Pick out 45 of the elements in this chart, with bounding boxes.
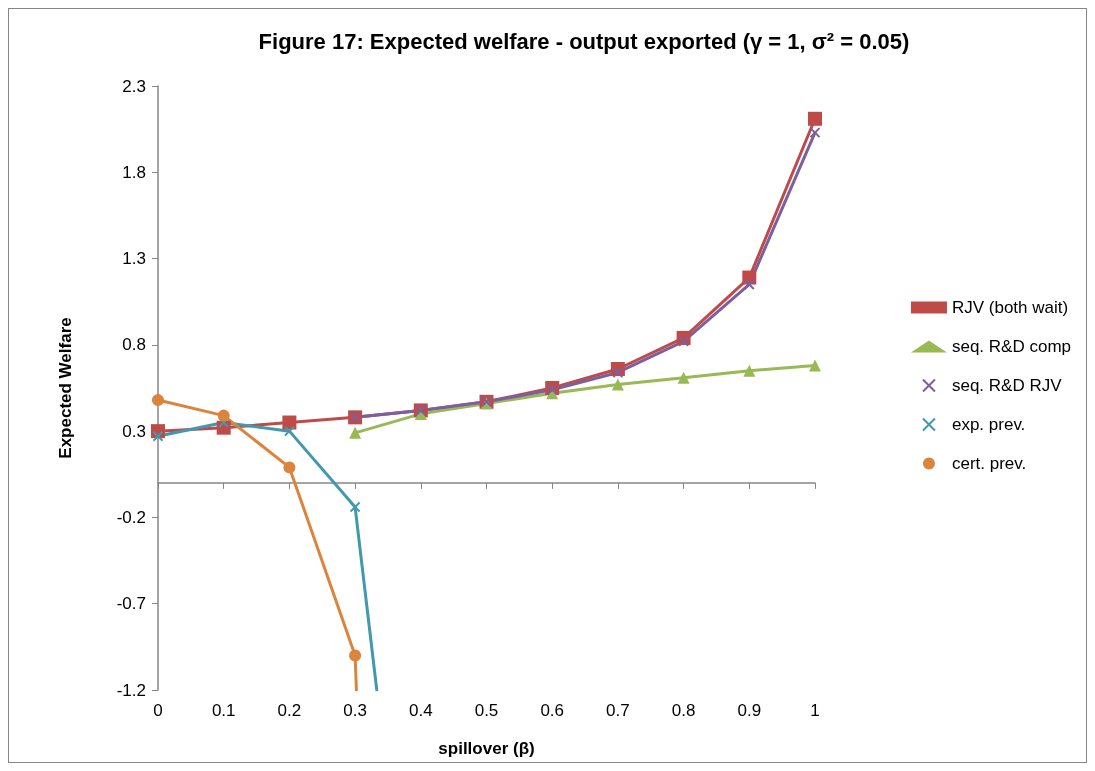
legend-label: seq. R&D comp <box>951 337 1072 356</box>
y-tick-label: 1.3 <box>122 249 146 269</box>
y-tick-label: 1.8 <box>122 162 146 182</box>
y-tick-label: -0.7 <box>116 594 146 614</box>
y-tick-label: 0.8 <box>122 335 146 355</box>
x-tick-label: 0.7 <box>606 701 630 720</box>
point <box>217 409 230 422</box>
point <box>743 278 755 290</box>
x-tick-label: 0.8 <box>671 701 696 720</box>
y-tick-label: 0.3 <box>122 421 146 441</box>
point <box>612 366 624 378</box>
legend-label: RJV (both wait) <box>951 298 1069 317</box>
x-tick-label: 0.4 <box>408 701 433 720</box>
point <box>743 364 756 377</box>
y-axis-title: Expected Welfare <box>56 317 75 459</box>
point <box>611 378 624 391</box>
point <box>349 649 362 662</box>
x-tick-label: 0 <box>153 701 163 720</box>
point <box>283 461 296 474</box>
point <box>282 415 297 430</box>
legend-label: seq. R&D RJV <box>951 376 1063 395</box>
x-tick-label: 0.2 <box>277 701 302 720</box>
x-tick-label: 0.6 <box>540 701 565 720</box>
x-tick-label: 1 <box>810 701 820 720</box>
point <box>349 501 361 513</box>
legend-label: exp. prev. <box>951 415 1026 434</box>
x-tick-label: 0.1 <box>211 701 236 720</box>
point <box>677 371 690 384</box>
point <box>349 426 362 439</box>
point <box>809 127 821 139</box>
point <box>809 359 821 372</box>
y-tick-label: -0.2 <box>116 507 146 527</box>
y-tick-label: -1.2 <box>116 680 146 700</box>
chart-title: Figure 17: Expected welfare - output exported (γ = 1, σ² = 0.05) <box>258 28 910 54</box>
y-tick-label: 2.3 <box>122 76 146 96</box>
x-axis-title: spillover (β) <box>438 739 535 758</box>
legend-label: cert. prev. <box>951 454 1027 473</box>
x-tick-label: 0.3 <box>343 701 367 720</box>
point <box>283 425 295 437</box>
point <box>678 335 690 347</box>
x-tick-label: 0.9 <box>737 701 762 720</box>
point <box>152 430 164 442</box>
x-tick-label: 0.5 <box>474 701 499 720</box>
point <box>152 394 164 407</box>
point <box>808 111 822 126</box>
